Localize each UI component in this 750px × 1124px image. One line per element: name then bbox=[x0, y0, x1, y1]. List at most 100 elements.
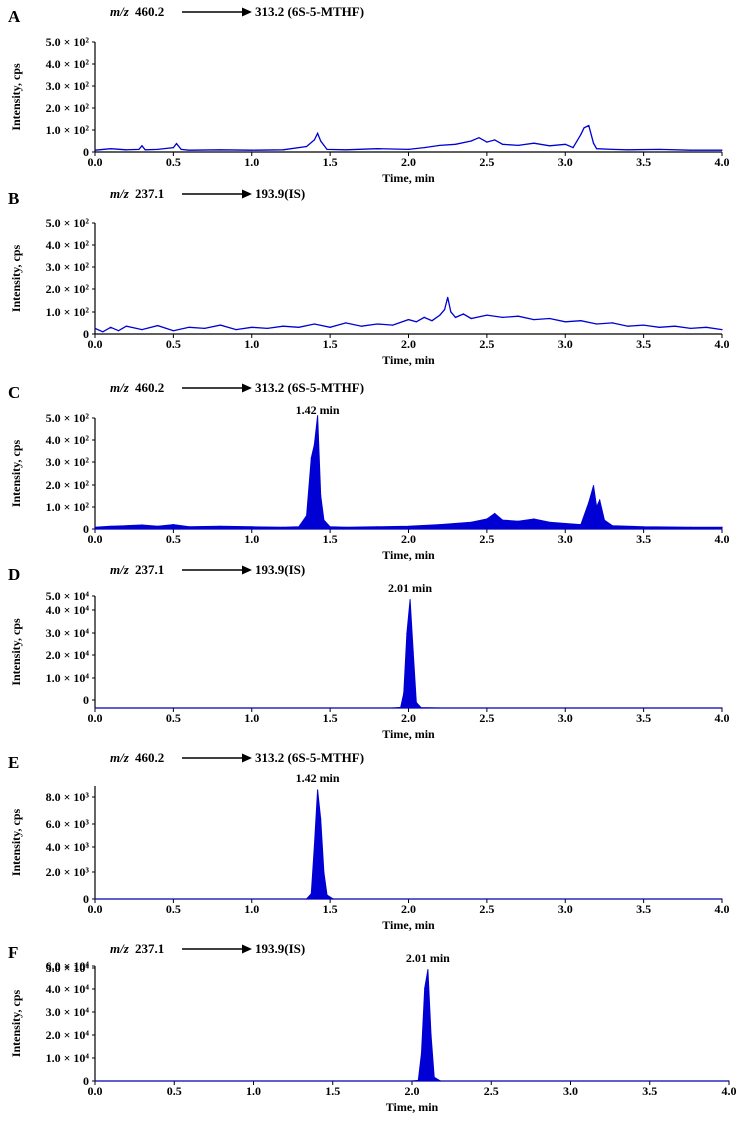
trace-filled-area bbox=[95, 969, 729, 1082]
precursor-mz: 460.2 bbox=[135, 380, 164, 395]
y-tick-label: 2.0 × 10² bbox=[46, 478, 90, 492]
trace-filled-area bbox=[95, 789, 722, 900]
data-point bbox=[141, 329, 143, 331]
data-point bbox=[627, 149, 629, 151]
y-tick-label: 3.0 × 10⁴ bbox=[46, 1005, 90, 1019]
x-tick-label: 3.0 bbox=[558, 902, 573, 916]
data-point bbox=[454, 316, 457, 318]
x-tick-label: 2.0 bbox=[401, 337, 416, 351]
data-point bbox=[94, 707, 96, 709]
data-point bbox=[94, 898, 96, 900]
peak-label: 2.01 min bbox=[406, 951, 450, 965]
data-point bbox=[728, 1080, 730, 1082]
data-point bbox=[326, 894, 328, 896]
data-point bbox=[144, 149, 146, 151]
data-point bbox=[424, 987, 426, 989]
x-tick-label: 1.5 bbox=[323, 902, 338, 916]
data-point bbox=[407, 525, 410, 527]
data-point bbox=[721, 149, 723, 151]
data-point bbox=[251, 326, 253, 328]
data-point bbox=[690, 149, 692, 151]
data-point bbox=[549, 145, 551, 147]
data-point bbox=[502, 519, 504, 521]
data-point bbox=[306, 515, 308, 517]
data-point bbox=[345, 322, 347, 324]
precursor-mz: 460.2 bbox=[135, 750, 164, 765]
data-point bbox=[502, 316, 504, 318]
y-tick-label: 0 bbox=[83, 327, 89, 341]
data-point bbox=[444, 309, 446, 311]
data-point bbox=[409, 599, 411, 601]
y-tick-label: 2.0 × 10³ bbox=[46, 865, 90, 879]
data-point bbox=[572, 147, 574, 149]
data-point bbox=[580, 524, 582, 526]
data-point bbox=[313, 323, 315, 325]
data-point bbox=[141, 145, 143, 147]
y-tick-label: 2.0 × 10⁴ bbox=[46, 648, 90, 662]
data-point bbox=[406, 632, 408, 634]
data-point bbox=[721, 526, 723, 528]
data-point bbox=[470, 140, 472, 142]
data-point bbox=[180, 148, 182, 150]
y-tick-label: 5.0 × 10⁴ bbox=[46, 589, 90, 603]
data-point bbox=[478, 137, 480, 139]
y-tick-label: 2.0 × 10² bbox=[46, 101, 90, 115]
x-tick-label: 1.0 bbox=[244, 532, 259, 546]
peak-label: 2.01 min bbox=[388, 581, 432, 595]
x-axis-title: Time, min bbox=[386, 1100, 439, 1114]
data-point bbox=[423, 316, 425, 318]
y-axis-title: Intensity, cps bbox=[9, 440, 23, 508]
data-point bbox=[447, 296, 449, 298]
x-tick-label: 1.5 bbox=[325, 1084, 340, 1098]
data-point bbox=[317, 132, 319, 134]
data-point bbox=[420, 1052, 423, 1054]
data-point bbox=[332, 898, 334, 900]
data-point bbox=[188, 326, 190, 328]
x-tick-label: 4.0 bbox=[715, 902, 730, 916]
data-point bbox=[157, 525, 159, 527]
y-tick-label: 2.0 × 10⁴ bbox=[46, 1028, 90, 1042]
x-tick-label: 2.5 bbox=[484, 1084, 499, 1098]
data-point bbox=[721, 329, 723, 331]
data-point bbox=[596, 148, 598, 150]
data-point bbox=[282, 526, 284, 528]
data-point bbox=[306, 145, 308, 148]
data-point bbox=[219, 525, 221, 527]
x-tick-label: 2.0 bbox=[401, 902, 416, 916]
data-point bbox=[320, 495, 322, 497]
y-axis-title: Intensity, cps bbox=[9, 990, 23, 1058]
x-axis-title: Time, min bbox=[382, 171, 435, 185]
x-tick-label: 0.0 bbox=[88, 337, 103, 351]
data-point bbox=[125, 525, 127, 527]
data-point bbox=[439, 1080, 442, 1082]
y-tick-label: 2.0 × 10² bbox=[46, 282, 90, 296]
data-point bbox=[494, 139, 496, 141]
y-tick-label: 0 bbox=[83, 892, 89, 906]
data-point bbox=[310, 893, 312, 895]
data-point bbox=[345, 149, 347, 151]
data-point bbox=[486, 518, 488, 520]
data-point bbox=[110, 148, 112, 150]
x-tick-label: 3.5 bbox=[636, 155, 651, 169]
x-tick-label: 3.5 bbox=[636, 337, 651, 351]
data-point bbox=[564, 143, 566, 145]
peak-label: 1.42 min bbox=[296, 771, 340, 785]
data-point bbox=[450, 311, 452, 313]
x-tick-label: 0.0 bbox=[88, 155, 103, 169]
data-point bbox=[627, 325, 629, 327]
data-point bbox=[643, 526, 645, 528]
x-tick-label: 2.5 bbox=[479, 155, 494, 169]
x-tick-label: 3.5 bbox=[636, 532, 651, 546]
y-axis-title: Intensity, cps bbox=[9, 63, 23, 131]
data-point bbox=[420, 707, 422, 709]
product-mz: 193.9(IS) bbox=[255, 941, 305, 956]
product-mz: 313.2 (6S-5-MTHF) bbox=[255, 750, 364, 765]
data-point bbox=[298, 326, 300, 328]
data-point bbox=[204, 327, 206, 329]
x-tick-label: 2.5 bbox=[479, 337, 494, 351]
data-point bbox=[643, 324, 645, 326]
data-point bbox=[407, 319, 410, 321]
y-tick-label: 5.0 × 10⁴ bbox=[46, 961, 90, 975]
